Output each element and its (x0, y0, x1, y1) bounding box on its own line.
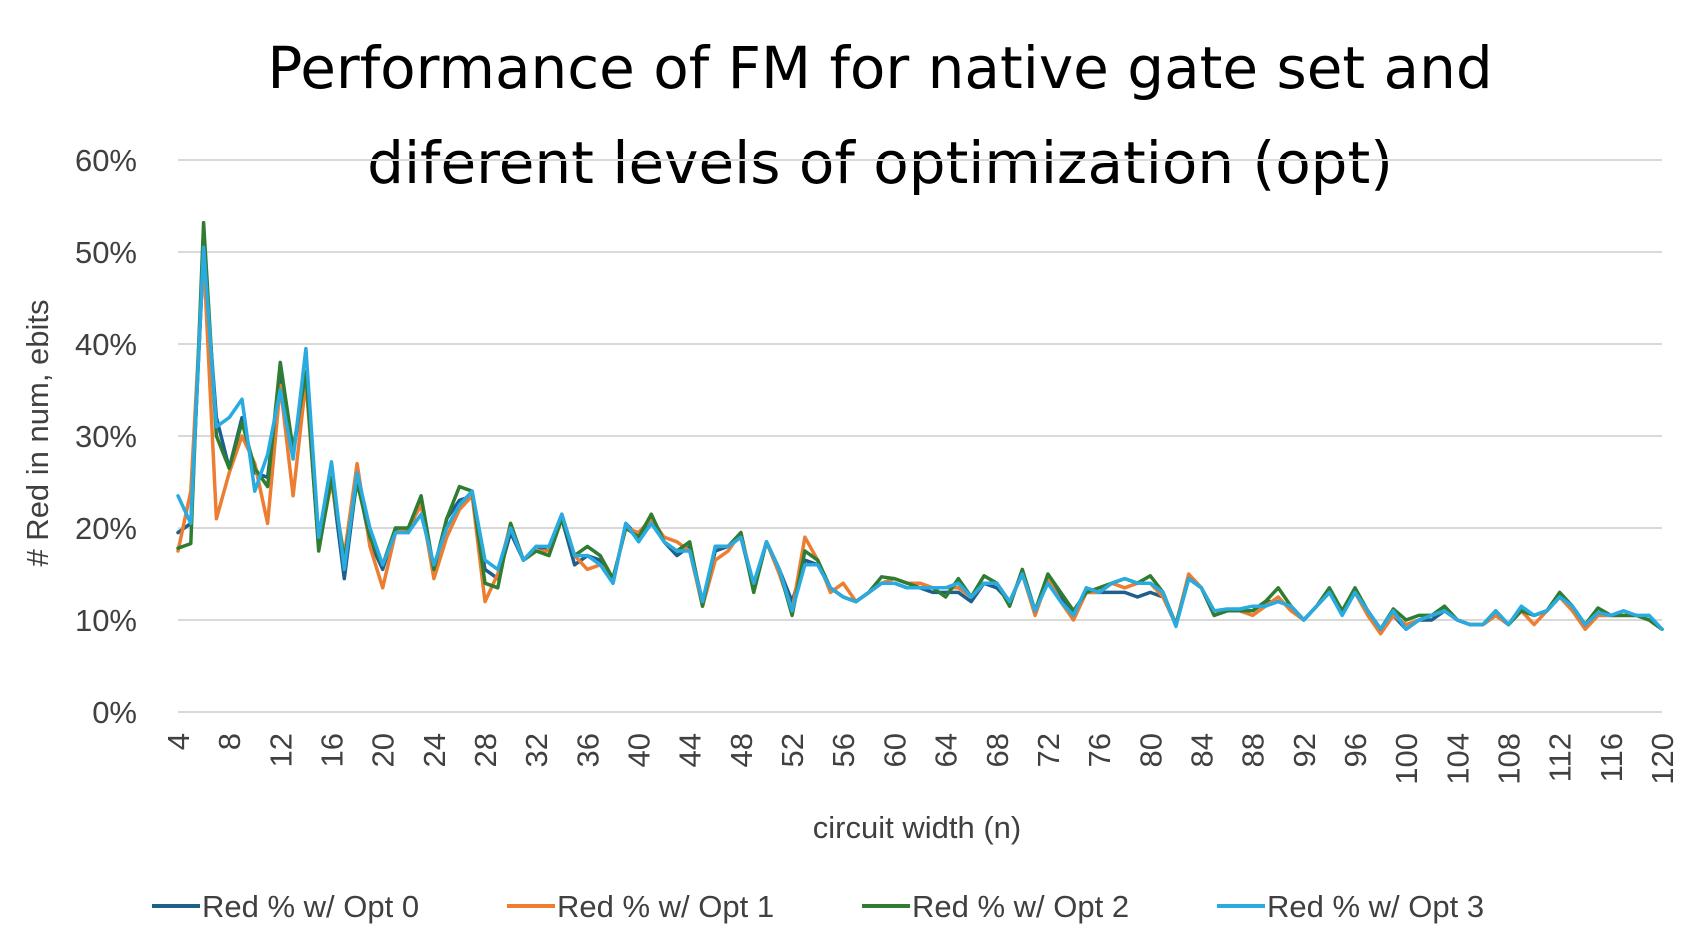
legend-label-opt2: Red % w/ Opt 2 (912, 889, 1129, 924)
legend-label-opt0: Red % w/ Opt 0 (202, 889, 419, 924)
x-tick-label: 80 (1133, 733, 1168, 767)
plot-area (176, 220, 1664, 636)
x-tick-label: 112 (1543, 733, 1578, 782)
x-tick-label: 32 (519, 733, 554, 767)
x-tick-label: 100 (1389, 733, 1424, 785)
x-tick-label: 56 (826, 733, 861, 767)
legend-label-opt1: Red % w/ Opt 1 (557, 889, 774, 924)
x-tick-label: 96 (1338, 733, 1373, 767)
y-tick-label: 60% (75, 143, 137, 178)
x-tick-label: 24 (417, 733, 452, 767)
x-tick-label: 28 (468, 733, 503, 767)
x-tick-label: 36 (570, 733, 605, 767)
x-axis-ticks: 4 8 12 16 20 24 28 32 36 40 44 48 52 56 60 64 68 72 76 80 84… (161, 733, 1680, 785)
x-tick-label: 108 (1491, 733, 1526, 785)
x-tick-label: 120 (1645, 733, 1680, 785)
series-line-opt3 (176, 245, 1664, 631)
x-tick-label: 68 (980, 733, 1015, 767)
x-tick-label: 104 (1440, 733, 1475, 785)
x-tick-label: 44 (673, 733, 708, 767)
y-tick-label: 0% (92, 695, 137, 730)
x-tick-label: 88 (1236, 733, 1271, 767)
y-tick-label: 20% (75, 511, 137, 546)
chart-title-line-2: diferent levels of optimization (opt) (367, 129, 1393, 197)
x-tick-label: 16 (315, 733, 350, 767)
y-tick-label: 30% (75, 419, 137, 454)
chart-title-line-1: Performance of FM for native gate set an… (267, 34, 1492, 102)
x-tick-label: 60 (877, 733, 912, 767)
x-tick-label: 76 (1082, 733, 1117, 767)
x-tick-label: 12 (263, 733, 298, 767)
y-tick-label: 40% (75, 327, 137, 362)
x-tick-label: 52 (775, 733, 810, 767)
x-tick-label: 116 (1594, 733, 1629, 782)
x-tick-label: 64 (929, 733, 964, 767)
x-axis-label: circuit width (n) (813, 810, 1021, 845)
x-tick-label: 8 (212, 733, 247, 750)
x-tick-label: 4 (161, 733, 196, 750)
x-tick-label: 72 (1031, 733, 1066, 767)
legend: Red % w/ Opt 0 Red % w/ Opt 1 Red % w/ O… (152, 889, 1484, 924)
y-tick-label: 50% (75, 235, 137, 270)
legend-label-opt3: Red % w/ Opt 3 (1267, 889, 1484, 924)
x-tick-label: 40 (622, 733, 657, 767)
y-axis-label: # Red in num, ebits (20, 299, 55, 566)
x-tick-label: 84 (1184, 733, 1219, 767)
x-tick-label: 48 (724, 733, 759, 767)
x-tick-label: 20 (366, 733, 401, 767)
y-axis-ticks: 0% 10% 20% 30% 40% 50% 60% (75, 143, 137, 730)
y-tick-label: 10% (75, 603, 137, 638)
x-tick-label: 92 (1287, 733, 1322, 767)
